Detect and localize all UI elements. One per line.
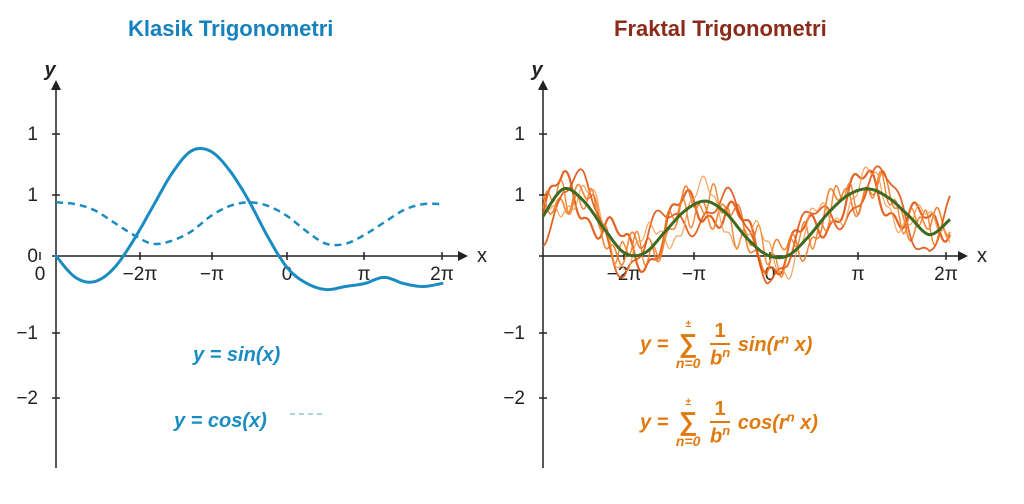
right-y-tick-label: −1	[503, 323, 525, 344]
cos-curve-dashed	[55, 201, 443, 247]
left-x-tick-label: 0	[282, 264, 293, 285]
fraction-numerator: 1	[710, 320, 731, 345]
left-x-tick-label: π	[357, 264, 370, 285]
fractal-cos-fn: cos(rn x)	[737, 408, 818, 434]
fractal-cos-formula: y = ± ∑ n=0 1 bn cos(rn x)	[640, 398, 818, 449]
right-y-tick-label: 1	[514, 185, 525, 206]
sum-upper-limit: ±	[685, 397, 691, 409]
sum-symbol: ∑	[678, 406, 698, 437]
left-y-tick-label: 0	[27, 246, 38, 267]
right-x-arrow	[958, 251, 968, 261]
right-ylabel: y	[530, 59, 543, 81]
left-x-tick-label: −2π	[123, 264, 158, 285]
fraction-denominator: bn	[710, 345, 731, 370]
left-x-tick-label: −π	[200, 264, 224, 285]
left-chart-title: Klasik Trigonometri	[128, 16, 334, 41]
left-ylabel: y	[43, 59, 56, 81]
fraction-denominator: bn	[710, 423, 731, 448]
sin-formula-fn: sin(x)	[226, 344, 281, 366]
right-y-arrow	[538, 80, 548, 90]
left-x-tick-label: 2π	[430, 264, 454, 285]
sum-symbol: ∑	[678, 328, 698, 359]
right-x-tick-label: π	[851, 264, 864, 285]
right-x-tick-label: −π	[682, 264, 706, 285]
fractal-sin-formula: y = ± ∑ n=0 1 bn sin(rn x)	[640, 320, 812, 371]
left-x-tick-label: 0	[35, 264, 46, 285]
fractal-orange-curve-2	[542, 170, 951, 276]
right-chart-title: Fraktal Trigonometri	[614, 16, 827, 41]
sum-upper-limit: ±	[685, 319, 691, 331]
cos-formula-fn: cos(x)	[207, 410, 267, 432]
sin-formula: y = sin(x)	[193, 344, 280, 367]
fractal-sin-lhs: y =	[640, 333, 674, 356]
left-y-tick-label: 1	[27, 124, 38, 145]
left-x-arrow	[458, 251, 468, 261]
sin-formula-lhs: y =	[193, 344, 227, 366]
left-xlabel: x	[477, 245, 487, 267]
fraction-numerator: 1	[710, 398, 731, 423]
fractal-cos-summation: ± ∑ n=0	[675, 397, 701, 450]
fractal-cos-fraction: 1 bn	[710, 398, 731, 449]
sin-curve	[54, 146, 444, 292]
right-x-tick-label: 2π	[934, 264, 958, 285]
sum-lower-limit: n=0	[675, 355, 701, 372]
fractal-green-curve	[541, 186, 952, 260]
left-y-arrow	[51, 80, 61, 90]
fractal-orange-curve-3	[542, 165, 951, 285]
fractal-sin-fraction: 1 bn	[710, 320, 731, 371]
left-y-tick-label: −2	[16, 388, 38, 409]
fractal-sin-summation: ± ∑ n=0	[675, 319, 701, 372]
right-y-tick-label: 1	[514, 124, 525, 145]
right-x-tick-label: 0	[765, 264, 776, 285]
cos-formula-lhs: y =	[174, 410, 208, 432]
right-xlabel: x	[977, 245, 987, 267]
right-y-tick-label: −2	[503, 388, 525, 409]
fractal-orange-curve-1	[541, 169, 951, 276]
cos-formula: y = cos(x)	[174, 410, 267, 433]
left-y-tick-label: −1	[16, 323, 38, 344]
fractal-cos-lhs: y =	[640, 411, 674, 434]
sum-lower-limit: n=0	[675, 433, 701, 450]
left-y-tick-label: 1	[27, 185, 38, 206]
fractal-orange-curve-5	[542, 166, 951, 280]
fractal-sin-fn: sin(rn x)	[737, 330, 813, 356]
